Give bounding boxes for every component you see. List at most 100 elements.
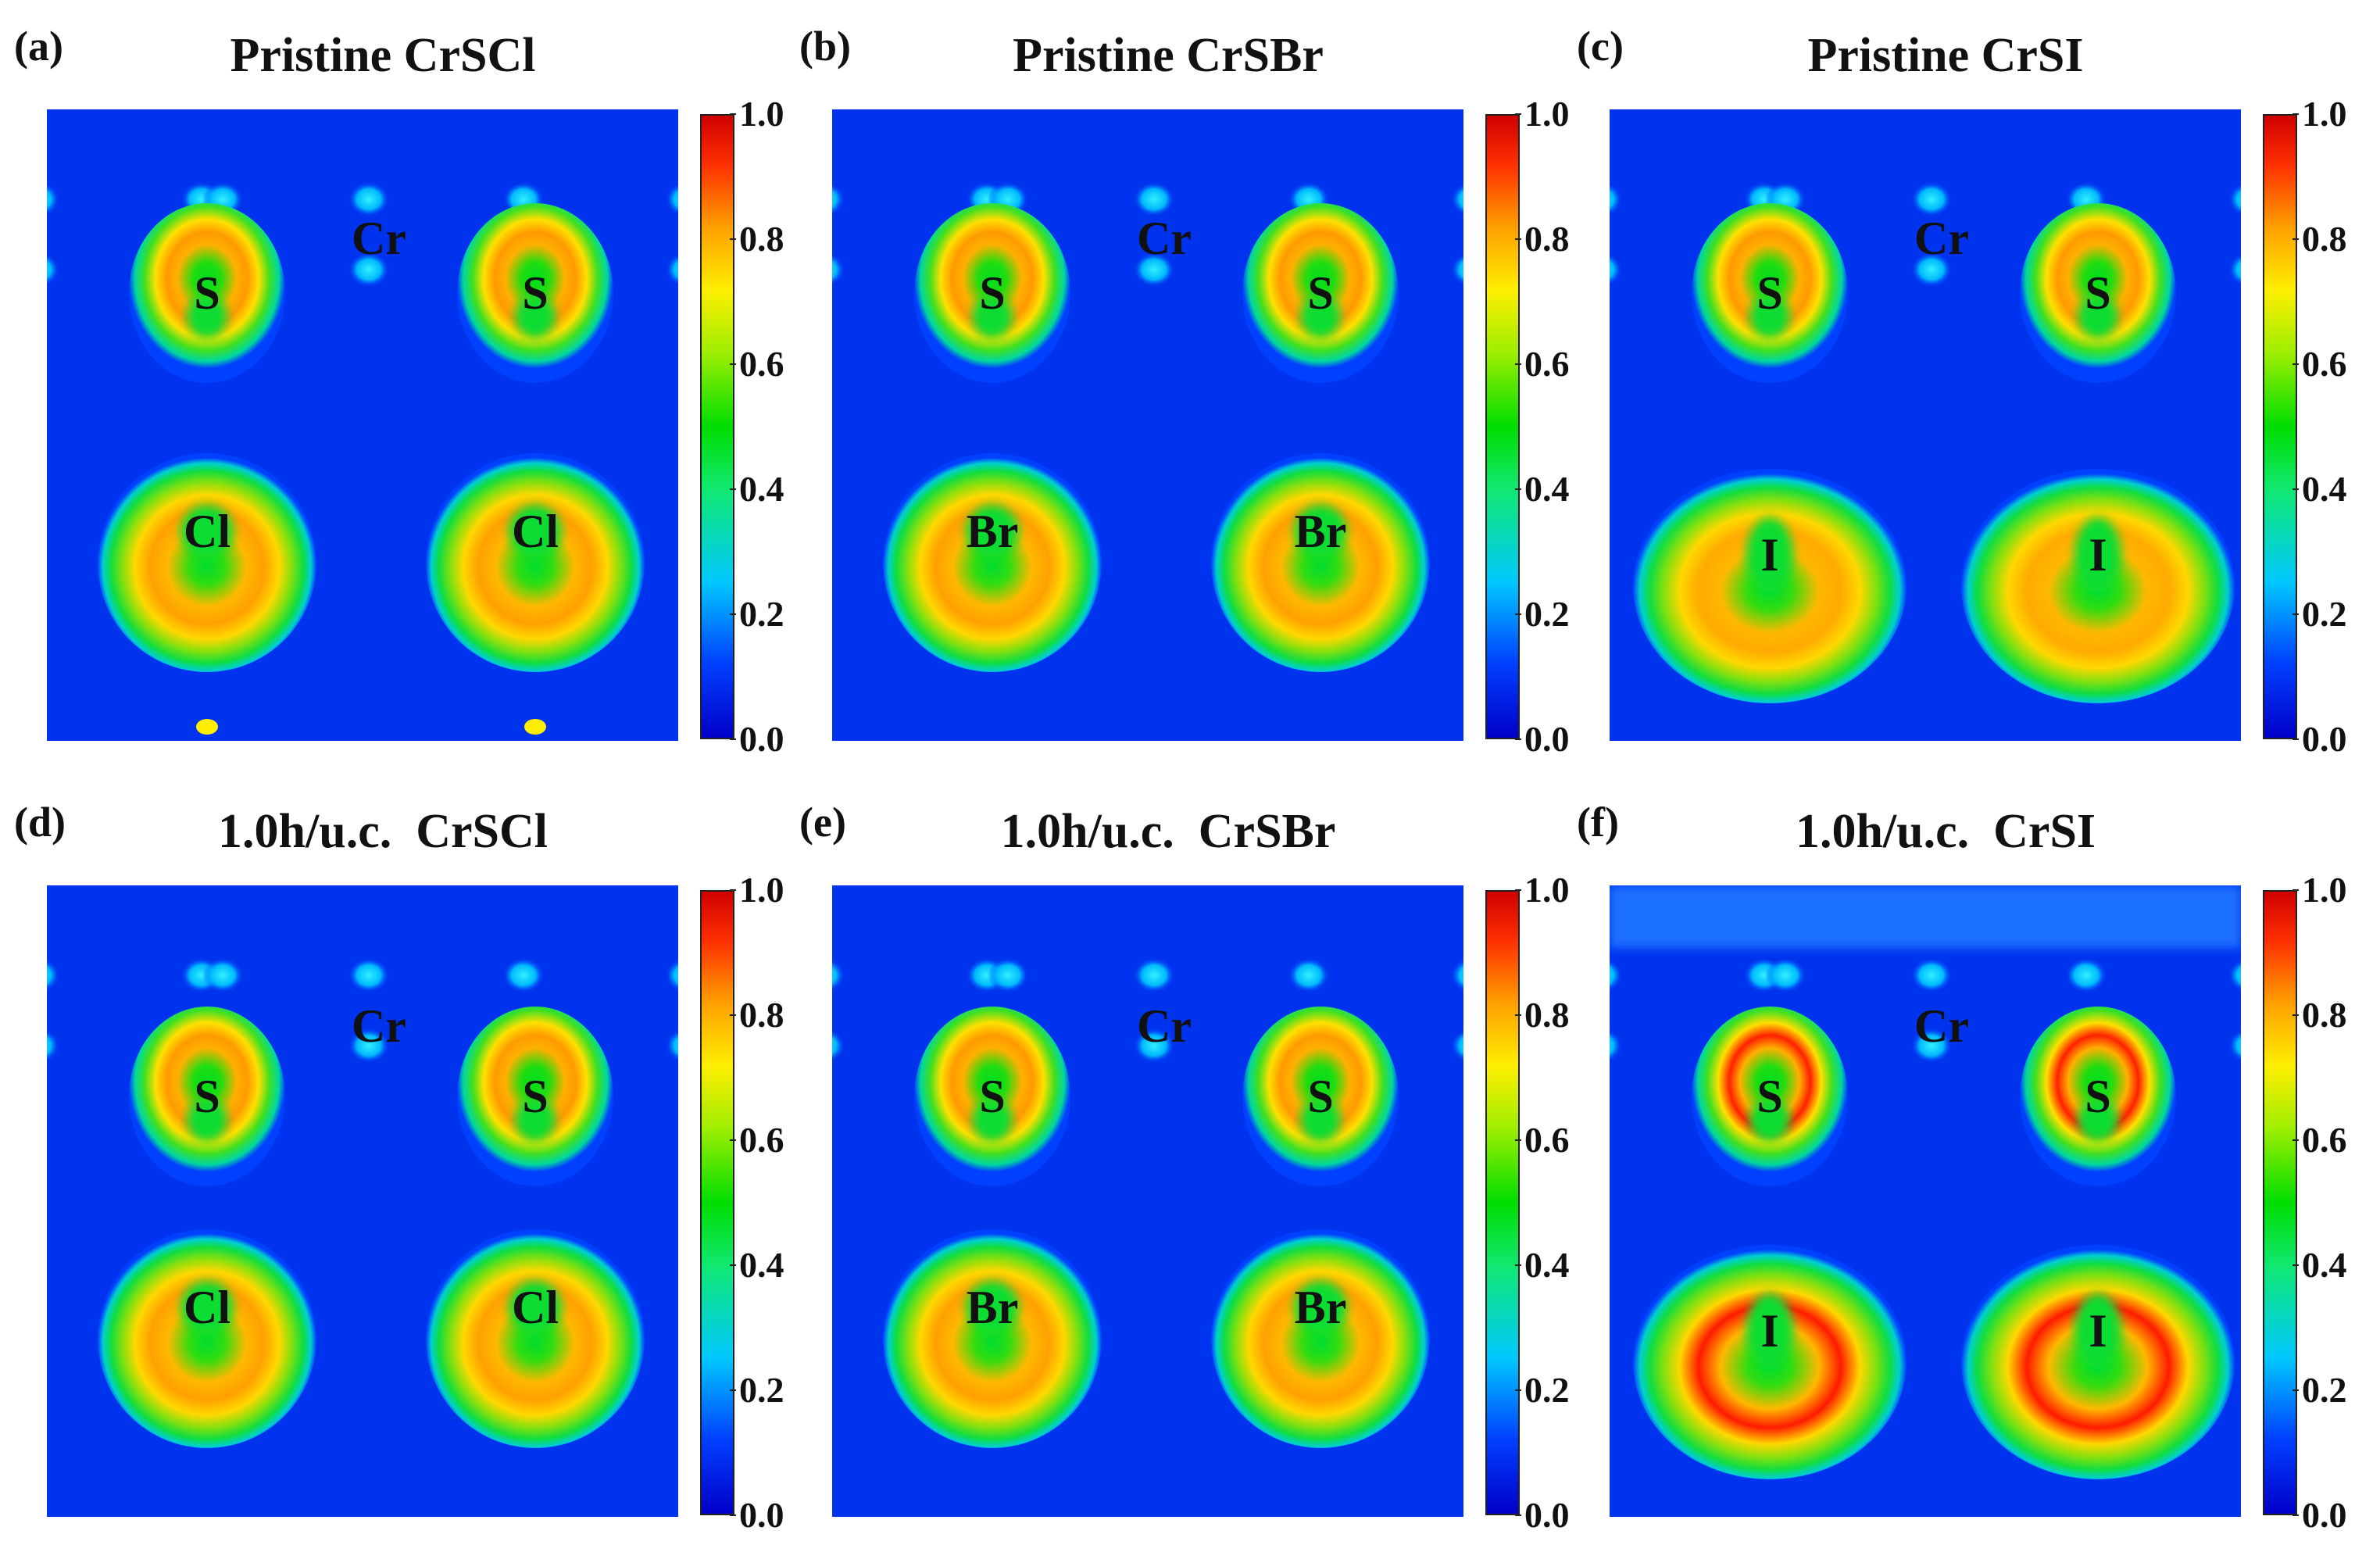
atom-label: I bbox=[1760, 1305, 1778, 1357]
cr-region-dot bbox=[666, 959, 678, 992]
atom-label: S bbox=[1756, 1071, 1782, 1122]
colorbar-tick-label: 0.4 bbox=[1524, 469, 1570, 509]
colorbar-tick-mark bbox=[2292, 1264, 2299, 1266]
colorbar-tick-mark bbox=[730, 613, 736, 615]
panel-f: (f) 1.0h/u.c. CrSI Cr S S I I 0.0 0.2 0.4 0.6 0.8 1.… bbox=[1563, 776, 2356, 1552]
halogen-density-lobe bbox=[98, 1229, 316, 1448]
atom-label: S bbox=[194, 267, 220, 319]
halogen-density-lobe bbox=[426, 1229, 645, 1448]
atom-label: S bbox=[1756, 267, 1782, 319]
colorbar-tick-label: 0.8 bbox=[1524, 219, 1570, 259]
colorbar bbox=[1485, 114, 1520, 739]
colorbar-tick-mark bbox=[2292, 613, 2299, 615]
atom-label: Br bbox=[967, 506, 1019, 557]
s-core bbox=[187, 1098, 227, 1142]
cr-region-dot bbox=[2228, 1029, 2241, 1062]
atom-label: Cl bbox=[512, 506, 559, 557]
atom-label: Br bbox=[967, 1282, 1019, 1333]
panel-title: 1.0h/u.c. CrSI bbox=[1795, 805, 2096, 858]
colorbar-tick-mark bbox=[730, 488, 736, 490]
hot-spot bbox=[524, 719, 546, 735]
cr-region-dot bbox=[1134, 1028, 1174, 1063]
halogen-density-lobe bbox=[98, 453, 316, 672]
atom-label: Cr bbox=[1914, 1000, 1969, 1052]
colorbar-tick-mark bbox=[1515, 113, 1521, 115]
colorbar-tick-label: 0.6 bbox=[2302, 344, 2347, 384]
atom-label: S bbox=[979, 1071, 1005, 1122]
colorbar-tick-label: 0.0 bbox=[1524, 719, 1570, 759]
colorbar-tick-mark bbox=[730, 889, 736, 891]
colorbar-tick-label: 0.2 bbox=[739, 1370, 784, 1410]
cr-region-dot bbox=[47, 253, 59, 286]
cr-region-dot bbox=[666, 253, 678, 286]
colorbar-tick-label: 1.0 bbox=[1524, 94, 1570, 134]
cr-region-dot bbox=[666, 183, 678, 216]
cr-region-dot bbox=[832, 959, 845, 992]
atom-label: S bbox=[194, 1071, 220, 1122]
colorbar-tick-label: 0.0 bbox=[1524, 1495, 1570, 1535]
s-core bbox=[972, 295, 1013, 338]
cr-region-dot bbox=[832, 253, 845, 286]
colorbar-tick-mark bbox=[2292, 889, 2299, 891]
colorbar-tick-mark bbox=[2292, 1014, 2299, 1016]
colorbar-tick-mark bbox=[2292, 738, 2299, 740]
cr-region-dot bbox=[348, 182, 389, 216]
atom-label: I bbox=[2089, 1305, 2107, 1357]
colorbar bbox=[1485, 890, 1520, 1515]
cr-region-dot bbox=[1765, 958, 1806, 992]
cr-region-dot bbox=[348, 252, 389, 287]
colorbar-tick-label: 1.0 bbox=[739, 870, 784, 910]
heatmap-plot: Cr S S I I bbox=[1610, 109, 2241, 741]
colorbar-tick-label: 0.8 bbox=[2302, 995, 2347, 1035]
panel-title: 1.0h/u.c. CrSBr bbox=[1000, 805, 1336, 858]
cr-region-dot bbox=[1134, 182, 1174, 216]
atom-label: Cr bbox=[1914, 213, 1969, 264]
halogen-core bbox=[966, 1281, 1019, 1334]
colorbar-tick-label: 1.0 bbox=[2302, 94, 2347, 134]
colorbar-tick-mark bbox=[730, 1014, 736, 1016]
panel-b: (b) Pristine CrSBr Cr S S Br Br 0.0 0.2 0.4 0.6 0.8… bbox=[785, 0, 1578, 776]
atom-label: Br bbox=[1295, 1282, 1347, 1333]
colorbar-tick-mark bbox=[1515, 613, 1521, 615]
colorbar-tick-mark bbox=[1515, 889, 1521, 891]
s-density-lobe bbox=[1242, 1007, 1399, 1186]
halogen-density-lobe bbox=[1211, 453, 1430, 672]
cr-region-dot bbox=[1451, 959, 1463, 992]
heatmap-elf-map: Cr S S Br Br bbox=[832, 885, 1463, 1517]
heatmap-elf-map: Cr S S Cl Cl bbox=[47, 885, 678, 1517]
s-core bbox=[1749, 1098, 1790, 1142]
halogen-core bbox=[1294, 505, 1347, 558]
cr-region-dot bbox=[1288, 958, 1329, 992]
halogen-core bbox=[1294, 1281, 1347, 1334]
heatmap-elf-map: Cr S S I I bbox=[1610, 109, 2241, 741]
s-density-lobe bbox=[1692, 1007, 1848, 1186]
colorbar-tick-label: 0.2 bbox=[2302, 1370, 2347, 1410]
heatmap-plot: Cr S S Br Br bbox=[832, 885, 1463, 1517]
s-core bbox=[515, 1098, 556, 1142]
panel-title: Pristine CrSBr bbox=[1013, 29, 1324, 82]
heatmap-plot: Cr S S I I bbox=[1610, 885, 2241, 1517]
cr-region-dot bbox=[988, 958, 1028, 992]
s-density-lobe bbox=[457, 1007, 613, 1186]
cr-region-dot bbox=[1134, 252, 1174, 287]
panel-label: (a) bbox=[14, 23, 63, 70]
panel-title: Pristine CrSI bbox=[1807, 29, 2084, 82]
colorbar-tick-label: 0.8 bbox=[2302, 219, 2347, 259]
halogen-core bbox=[2074, 517, 2121, 592]
panel-label: (f) bbox=[1577, 799, 1619, 846]
colorbar-tick-label: 0.2 bbox=[1524, 1370, 1570, 1410]
cr-region-dot bbox=[1451, 253, 1463, 286]
s-core bbox=[1749, 295, 1790, 338]
colorbar-tick-label: 0.6 bbox=[739, 1120, 784, 1160]
colorbar-tick-mark bbox=[2292, 238, 2299, 240]
colorbar-tick-label: 0.0 bbox=[2302, 719, 2347, 759]
colorbar-tick-mark bbox=[2292, 113, 2299, 115]
colorbar-tick-mark bbox=[730, 738, 736, 740]
atom-label: S bbox=[522, 1071, 548, 1122]
cr-region-dot bbox=[1911, 252, 1952, 287]
colorbar-tick-mark bbox=[1515, 738, 1521, 740]
halogen-density-lobe bbox=[883, 453, 1102, 672]
panel-e: (e) 1.0h/u.c. CrSBr Cr S S Br Br 0.0 0.2 0.4 0.6 0.… bbox=[785, 776, 1578, 1552]
atom-label: S bbox=[2085, 1071, 2110, 1122]
heatmap-plot: Cr S S Cl Cl bbox=[47, 885, 678, 1517]
